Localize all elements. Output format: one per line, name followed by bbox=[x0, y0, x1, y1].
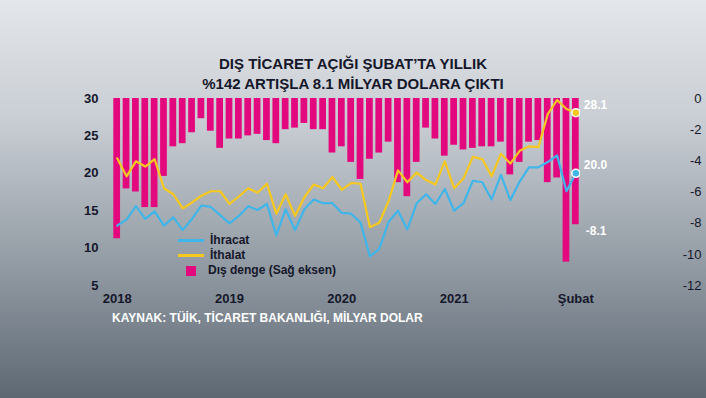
svg-text:25: 25 bbox=[84, 128, 98, 143]
svg-text:2019: 2019 bbox=[215, 291, 244, 306]
svg-text:0: 0 bbox=[694, 91, 701, 106]
svg-text:-6: -6 bbox=[690, 184, 702, 199]
svg-text:-8: -8 bbox=[690, 215, 702, 230]
svg-text:30: 30 bbox=[84, 91, 98, 106]
svg-text:10: 10 bbox=[84, 240, 98, 255]
svg-text:15: 15 bbox=[84, 203, 98, 218]
html-text:İhracat: İhracat bbox=[210, 233, 250, 247]
svg-text:20.0: 20.0 bbox=[584, 158, 608, 172]
svg-text:-12: -12 bbox=[683, 278, 702, 293]
svg-text:5: 5 bbox=[91, 278, 98, 293]
svg-text:-4: -4 bbox=[690, 153, 702, 168]
svg-text:2018: 2018 bbox=[103, 291, 132, 306]
svg-text:20: 20 bbox=[84, 165, 98, 180]
html-text:Dış denge (Sağ eksen): Dış denge (Sağ eksen) bbox=[208, 263, 336, 277]
svg-text:-8.1: -8.1 bbox=[586, 224, 607, 238]
svg-text:Şubat: Şubat bbox=[558, 291, 595, 306]
html-text:DIŞ TİCARET AÇIĞI ŞUBAT’TA YIL: DIŞ TİCARET AÇIĞI ŞUBAT’TA YILLIK bbox=[219, 55, 487, 72]
svg-text:-10: -10 bbox=[683, 246, 702, 261]
svg-text:28.1: 28.1 bbox=[584, 98, 608, 112]
svg-text:2020: 2020 bbox=[327, 291, 356, 306]
svg-text:-2: -2 bbox=[690, 122, 702, 137]
html-text:KAYNAK: TÜİK, TİCARET BAKANLIĞ: KAYNAK: TÜİK, TİCARET BAKANLIĞI, MİLYAR … bbox=[112, 311, 423, 325]
html-text:%142 ARTIŞLA 8.1 MİLYAR DOLARA: %142 ARTIŞLA 8.1 MİLYAR DOLARA ÇIKTI bbox=[202, 75, 504, 92]
svg-text:2021: 2021 bbox=[440, 291, 469, 306]
html-text:İthalat: İthalat bbox=[210, 248, 246, 262]
